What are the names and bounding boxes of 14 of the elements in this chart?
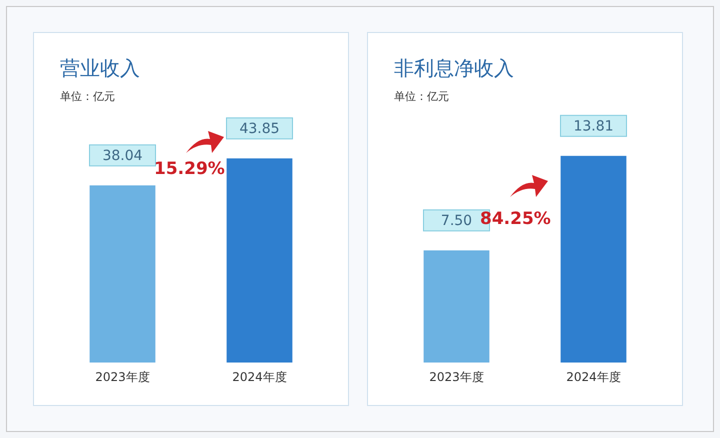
chart-subtitle: 单位：亿元 (394, 89, 449, 104)
x-tick-label: 2024年度 (232, 370, 287, 384)
data-label: 43.85 (239, 120, 280, 137)
data-label: 7.50 (440, 212, 472, 229)
x-tick-label: 2024年度 (566, 370, 621, 384)
annotation: 84.25% (480, 209, 551, 229)
chart-subtitle: 单位：亿元 (60, 89, 115, 104)
x-tick-label: 2023年度 (429, 370, 484, 384)
data-label: 38.04 (102, 148, 143, 164)
data-label: 13.81 (573, 118, 614, 134)
x-tick-label: 2023年度 (95, 370, 150, 384)
chart-title: 非利息净收入 (394, 55, 514, 82)
annotation: 15.29% (154, 159, 225, 179)
chart-title: 营业收入 (60, 55, 140, 82)
